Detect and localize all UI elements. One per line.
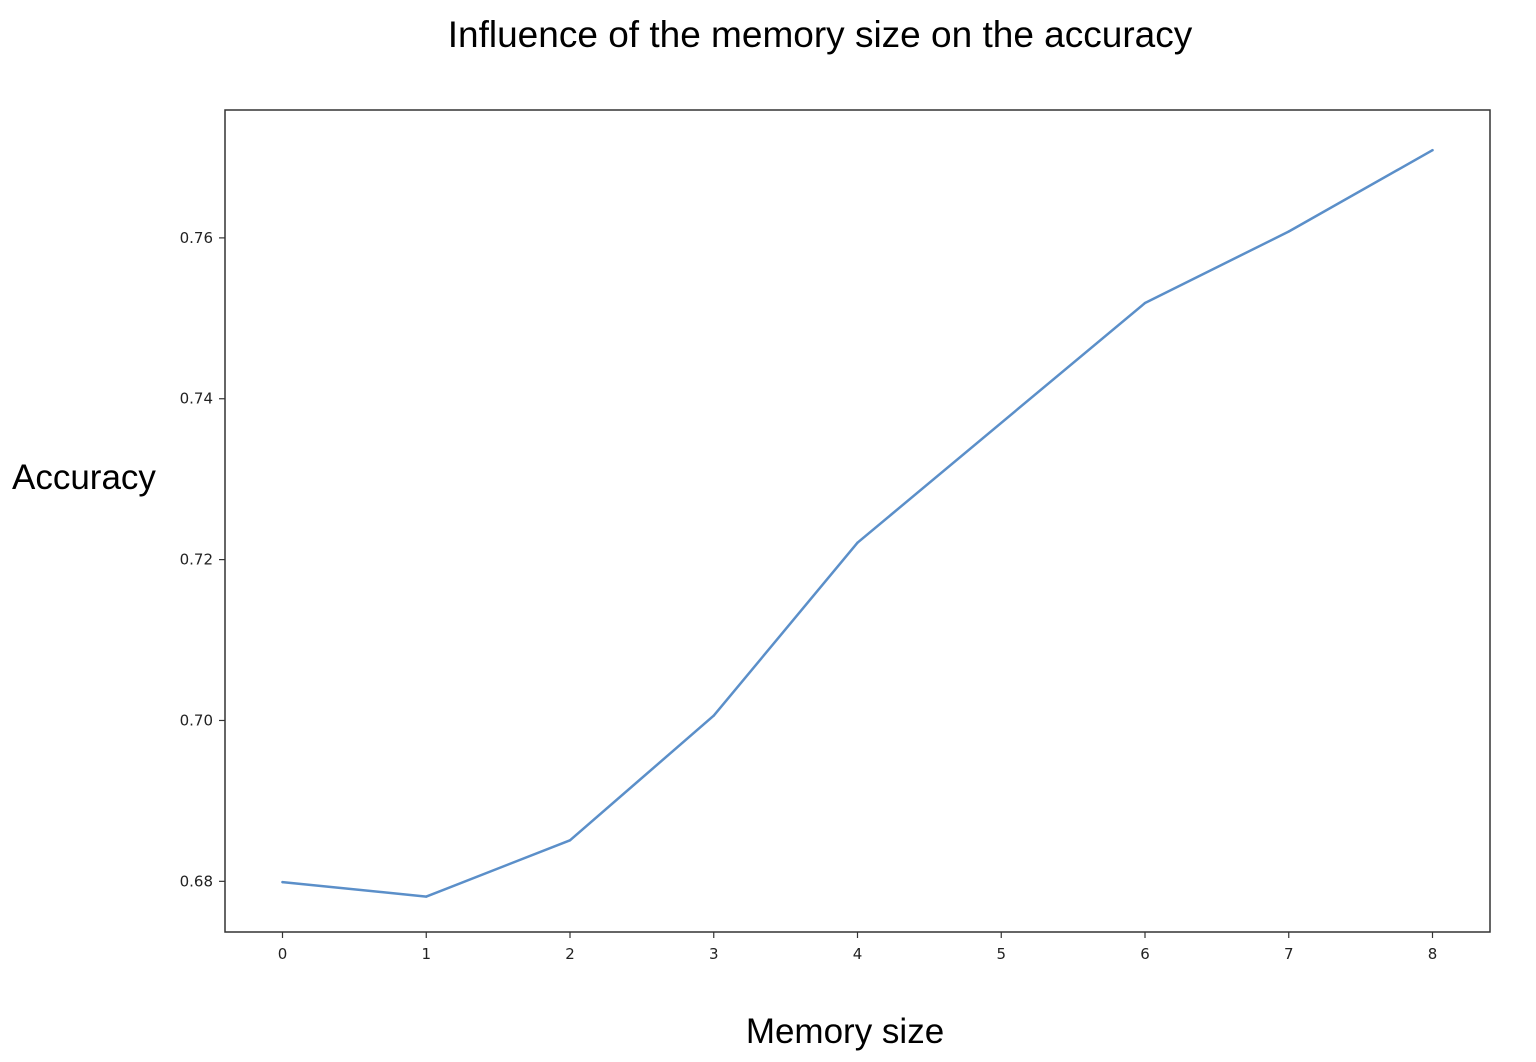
y-tick-label: 0.68 — [180, 872, 213, 890]
data-point — [1287, 230, 1290, 233]
data-point — [568, 839, 572, 842]
data-point — [1431, 149, 1434, 152]
x-tick-label: 7 — [1284, 945, 1294, 963]
x-tick-label: 8 — [1428, 945, 1438, 963]
y-axis-ticks: 0.68 0.70 0.72 0.74 0.76 — [180, 229, 225, 890]
x-axis-label: Memory size — [745, 1012, 945, 1051]
data-point — [856, 541, 859, 544]
y-tick-label: 0.72 — [180, 551, 213, 569]
x-tick-label: 5 — [996, 945, 1006, 963]
x-tick-label: 2 — [565, 945, 575, 963]
data-point — [712, 714, 715, 717]
data-point — [1143, 301, 1147, 305]
y-tick-label: 0.74 — [180, 390, 213, 408]
series-layer — [281, 148, 1434, 898]
x-tick-label: 0 — [278, 945, 288, 963]
series-line — [281, 148, 1434, 898]
x-tick-label: 4 — [853, 945, 863, 963]
data-point — [425, 895, 428, 898]
y-axis-label: Accuracy — [12, 458, 156, 497]
x-tick-label: 3 — [709, 945, 719, 963]
data-point — [281, 880, 284, 884]
x-tick-label: 1 — [421, 945, 431, 963]
chart-title: Influence of the memory size on the accu… — [447, 14, 1193, 55]
x-tick-label: 6 — [1140, 945, 1150, 963]
y-tick-label: 0.76 — [180, 229, 213, 247]
y-tick-label: 0.70 — [180, 711, 213, 729]
x-axis-ticks: 0 1 2 3 4 5 6 7 8 — [278, 932, 1438, 963]
plot-frame — [224, 109, 1491, 933]
